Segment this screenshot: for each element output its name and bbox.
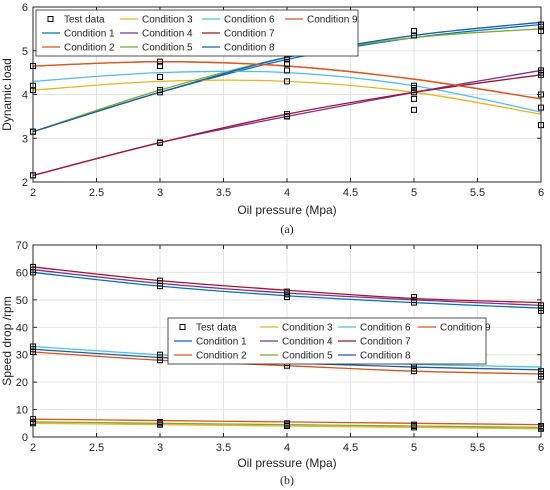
- test-data-marker: [157, 63, 163, 70]
- legend-label: Test data: [64, 15, 105, 26]
- legend-label: Condition 4: [282, 337, 333, 348]
- test-data-marker: [411, 82, 417, 89]
- legend-label: Condition 7: [360, 337, 411, 348]
- test-data-marker: [284, 420, 290, 427]
- y-tick-label: 60: [16, 267, 28, 279]
- legend-label: Condition 6: [360, 323, 411, 334]
- legend-label: Condition 9: [307, 15, 358, 26]
- legend-label: Condition 3: [282, 323, 333, 334]
- y-axis-label: Dynamic load: [0, 58, 14, 131]
- y-tick-label: 6: [22, 2, 28, 14]
- legend-label: Condition 7: [224, 29, 275, 40]
- panel-caption: (b): [280, 473, 294, 487]
- legend-label: Condition 6: [224, 15, 275, 26]
- x-tick-label: 4: [284, 187, 290, 199]
- legend-label: Condition 4: [142, 29, 193, 40]
- test-data-marker: [411, 87, 417, 94]
- y-tick-label: 30: [16, 350, 28, 362]
- x-tick-label: 2: [30, 187, 36, 199]
- legend-label: Condition 2: [64, 43, 115, 54]
- test-data-marker: [157, 58, 163, 65]
- y-tick-label: 70: [16, 240, 28, 252]
- y-tick-label: 50: [16, 295, 28, 307]
- y-tick-label: 0: [22, 432, 28, 444]
- test-data-marker: [157, 277, 163, 284]
- panel-caption: (a): [280, 222, 293, 236]
- test-data-marker: [411, 106, 417, 113]
- y-axis-label: Speed drop /rpm: [0, 296, 14, 385]
- legend-label: Condition 2: [196, 351, 247, 362]
- test-data-marker: [157, 87, 163, 94]
- y-tick-label: 4: [22, 90, 28, 102]
- legend-box: [35, 9, 359, 57]
- test-data-marker: [157, 418, 163, 425]
- legend-label: Condition 3: [142, 15, 193, 26]
- legend-label: Condition 9: [440, 323, 491, 334]
- y-tick-label: 40: [16, 322, 28, 334]
- x-axis-label: Oil pressure (Mpa): [237, 456, 336, 470]
- legend-label: Condition 8: [360, 351, 411, 362]
- test-data-marker: [411, 95, 417, 102]
- test-data-marker: [284, 78, 290, 85]
- legend-marker-test-data: [47, 16, 54, 22]
- series-line: [33, 79, 541, 115]
- x-tick-label: 4.5: [343, 442, 358, 454]
- test-data-marker: [284, 67, 290, 74]
- test-data-marker: [284, 288, 290, 295]
- x-tick-label: 4: [284, 442, 290, 454]
- x-tick-label: 3: [157, 442, 163, 454]
- legend: Test data Condition 1 Condition 2 Condition…: [35, 9, 359, 57]
- x-tick-label: 2.5: [89, 442, 104, 454]
- legend-label: Condition 8: [224, 43, 275, 54]
- test-data-marker: [157, 74, 163, 80]
- legend-marker-test-data: [179, 324, 186, 330]
- x-tick-label: 5.5: [470, 442, 485, 454]
- y-tick-label: 2: [22, 177, 28, 189]
- x-tick-label: 5.5: [470, 187, 485, 199]
- x-tick-label: 3: [157, 187, 163, 199]
- x-tick-label: 6: [538, 187, 544, 199]
- y-tick-label: 3: [22, 133, 28, 145]
- x-tick-label: 6: [538, 442, 544, 454]
- legend-box: [167, 317, 487, 365]
- legend-label: Condition 5: [142, 43, 193, 54]
- x-tick-label: 5: [411, 187, 417, 199]
- test-data-marker: [411, 294, 417, 301]
- x-tick-label: 3.5: [216, 442, 231, 454]
- test-data-marker: [157, 351, 163, 358]
- series-line: [33, 269, 541, 306]
- y-tick-label: 5: [22, 46, 28, 58]
- legend-label: Condition 1: [196, 337, 247, 348]
- test-data-marker: [411, 32, 417, 39]
- legend: Test data Condition 1 Condition 2 Condition…: [167, 317, 491, 365]
- test-data-marker: [411, 421, 417, 428]
- x-tick-label: 2.5: [89, 187, 104, 199]
- y-tick-label: 20: [16, 377, 28, 389]
- series-line: [33, 266, 541, 304]
- chart-panel-a: 2 2.5 3 3.5 4 4.5 5 5.5 6 2 3 4 5 6 Oil pressure (Mpa)…: [0, 2, 544, 236]
- series-line: [33, 421, 541, 429]
- test-data-marker: [411, 28, 417, 35]
- series-line: [33, 271, 541, 309]
- legend-label: Condition 5: [282, 351, 333, 362]
- test-data-marker: [284, 60, 290, 67]
- x-tick-label: 5: [411, 442, 417, 454]
- test-data-marker: [284, 113, 290, 120]
- x-tick-label: 2: [30, 442, 36, 454]
- x-tick-label: 3.5: [216, 187, 231, 199]
- legend-label: Test data: [196, 323, 237, 334]
- x-tick-label: 4.5: [343, 187, 358, 199]
- x-axis-label: Oil pressure (Mpa): [237, 203, 336, 217]
- legend-label: Condition 1: [64, 29, 115, 40]
- test-data-marker: [157, 139, 163, 146]
- y-tick-label: 10: [16, 405, 28, 417]
